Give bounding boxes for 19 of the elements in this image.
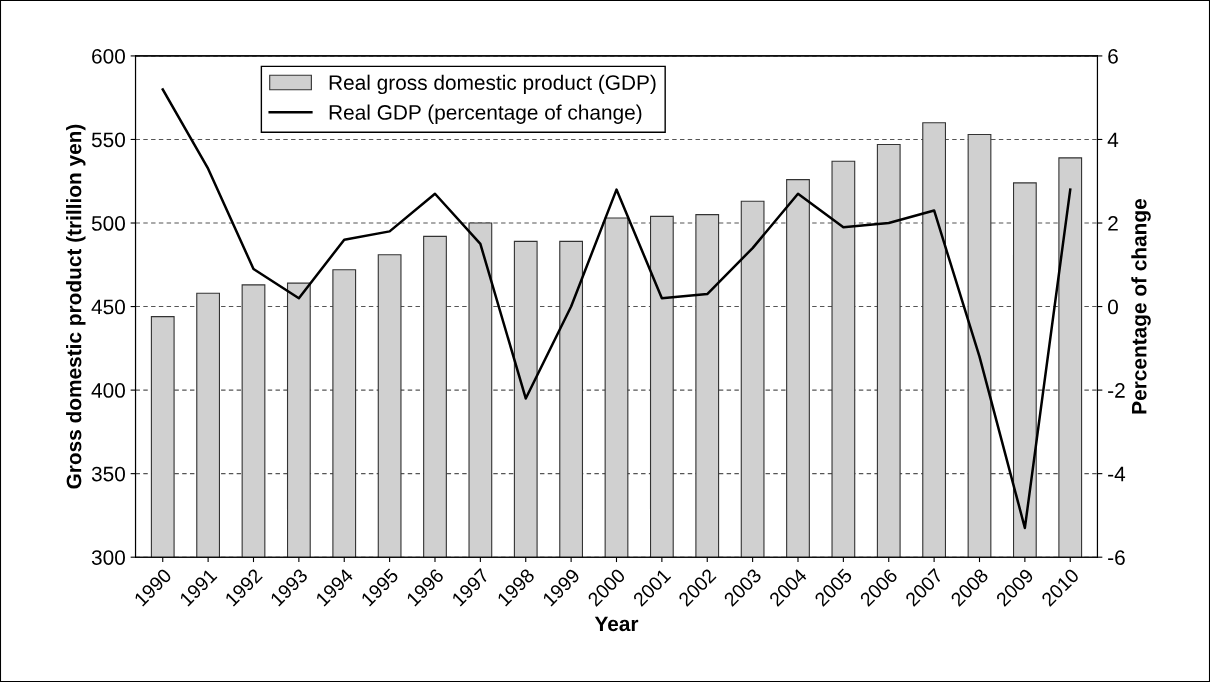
y2-tick-label: -4 — [1108, 466, 1126, 482]
y-tick-label: 350 — [91, 466, 125, 482]
y-axis-title: Gross domestic product (trillion yen) — [66, 124, 86, 489]
y-tick-label: 300 — [91, 550, 125, 565]
y-tick-label: 500 — [91, 216, 125, 231]
y2-tick-label: -6 — [1108, 550, 1125, 565]
y-tick-label: 450 — [91, 299, 125, 315]
y-tick-label: 550 — [91, 132, 125, 148]
x-axis-title: Year — [594, 616, 639, 632]
y2-tick-label: 0 — [1108, 299, 1118, 315]
legend-label: Real gross domestic product (GDP) — [329, 74, 656, 95]
y2-tick-label: -2 — [1108, 383, 1125, 398]
y2-tick-label: 2 — [1108, 216, 1118, 231]
y-tick-label: 400 — [91, 383, 125, 398]
y2-tick-label: 4 — [1107, 132, 1119, 148]
y-tick-label: 600 — [92, 48, 125, 64]
y2-tick-label: 6 — [1108, 48, 1118, 64]
legend-label: Real GDP (percentage of change) — [329, 104, 642, 124]
y2-axis-title: Percentage of change — [1131, 199, 1151, 414]
